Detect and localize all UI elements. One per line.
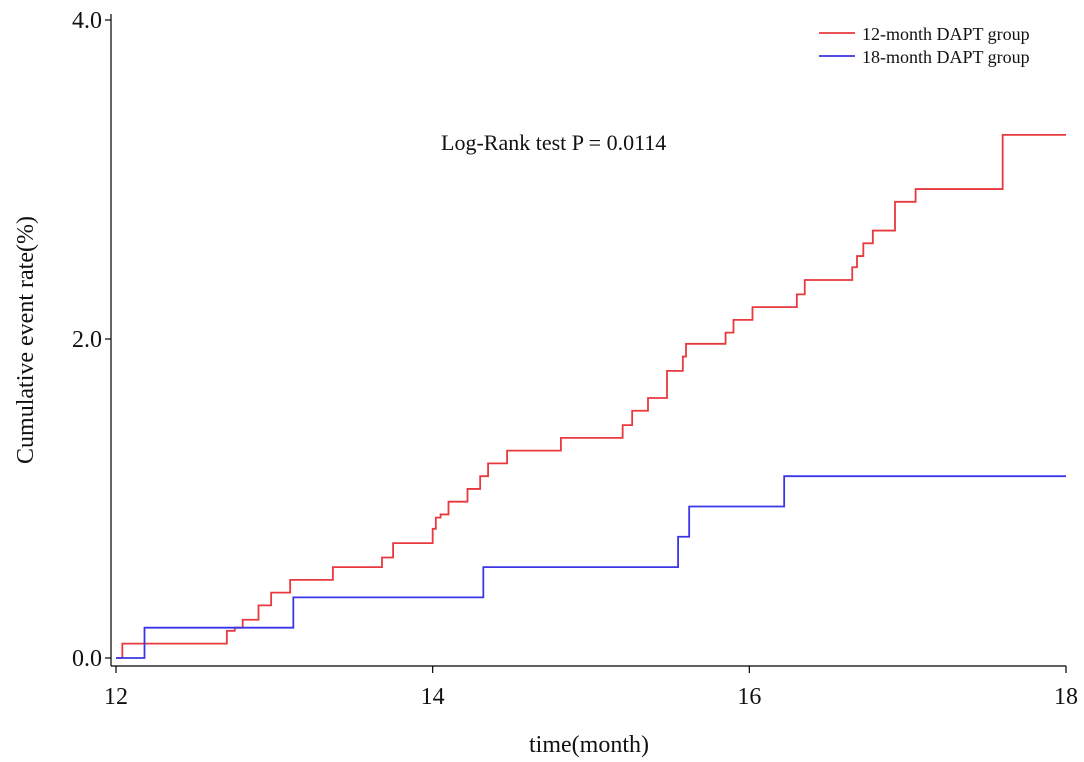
x-tick-label: 16 <box>737 684 761 710</box>
legend-label-18-month: 18-month DAPT group <box>862 47 1030 67</box>
x-tick-label: 18 <box>1054 684 1078 710</box>
series-line-12-month <box>116 133 1066 659</box>
y-tick-label: 0.0 <box>72 646 102 672</box>
legend: 12-month DAPT group 18-month DAPT group <box>819 24 1030 67</box>
x-tick-label: 12 <box>104 684 128 710</box>
log-rank-annotation: Log-Rank test P = 0.0114 <box>441 130 666 155</box>
y-tick-label: 4.0 <box>72 8 102 34</box>
axis-ticks: 12 14 16 18 0.0 2.0 4.0 <box>72 8 1078 710</box>
x-axis-title: time(month) <box>529 732 649 758</box>
series-line-18-month <box>116 475 1066 659</box>
y-axis-title: Cumulative event rate(%) <box>13 216 39 464</box>
legend-label-12-month: 12-month DAPT group <box>862 24 1030 44</box>
y-tick-label: 2.0 <box>72 327 102 353</box>
x-tick-label: 14 <box>421 684 445 710</box>
series-layer <box>116 133 1066 659</box>
